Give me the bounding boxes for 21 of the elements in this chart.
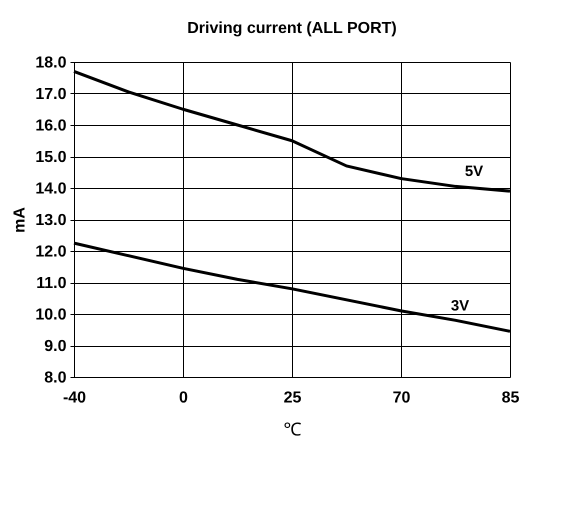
series-label: 3V bbox=[450, 297, 470, 314]
y-tick-label: 11.0 bbox=[36, 275, 67, 292]
y-tick-label: 9.0 bbox=[44, 338, 67, 355]
y-axis-title: mA bbox=[11, 206, 28, 233]
y-tick-label: 18.0 bbox=[35, 54, 67, 72]
x-tick-label: 70 bbox=[392, 390, 410, 406]
y-tick-label: 8.0 bbox=[44, 370, 67, 386]
x-tick-label: 85 bbox=[502, 390, 520, 406]
x-axis-title: ℃ bbox=[284, 420, 302, 440]
x-tick-label: -40 bbox=[62, 390, 86, 406]
x-tick-label: 25 bbox=[284, 390, 302, 406]
y-tick-label: 17.0 bbox=[35, 86, 67, 103]
chart-title: Driving current (ALL PORT) bbox=[187, 20, 397, 37]
y-tick-label: 15.0 bbox=[35, 149, 67, 166]
y-tick-label: 12.0 bbox=[35, 244, 67, 260]
x-tick-label: 0 bbox=[179, 390, 188, 406]
y-tick-label: 13.0 bbox=[35, 212, 67, 229]
series-label: 5V bbox=[464, 163, 484, 180]
y-tick-label: 10.0 bbox=[35, 306, 67, 324]
y-tick-label: 16.0 bbox=[35, 118, 67, 134]
y-tick-label: 14.0 bbox=[35, 180, 67, 198]
